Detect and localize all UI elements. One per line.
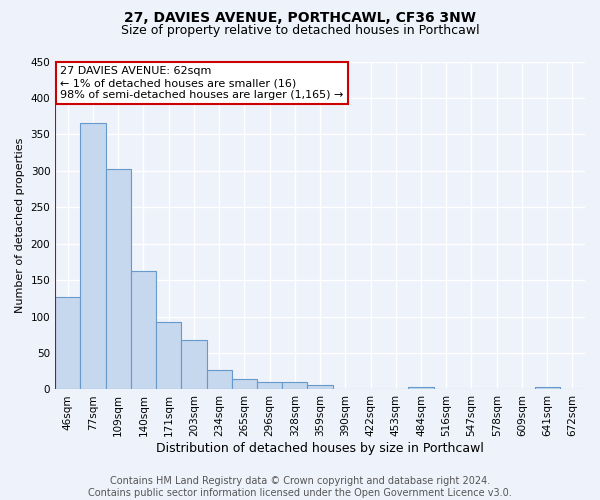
Text: 27, DAVIES AVENUE, PORTHCAWL, CF36 3NW: 27, DAVIES AVENUE, PORTHCAWL, CF36 3NW bbox=[124, 11, 476, 25]
Bar bbox=[307, 385, 332, 390]
Bar bbox=[55, 297, 80, 390]
Bar bbox=[181, 340, 206, 390]
Bar bbox=[131, 270, 156, 390]
Bar bbox=[206, 370, 232, 390]
Text: Contains HM Land Registry data © Crown copyright and database right 2024.
Contai: Contains HM Land Registry data © Crown c… bbox=[88, 476, 512, 498]
Text: 27 DAVIES AVENUE: 62sqm
← 1% of detached houses are smaller (16)
98% of semi-det: 27 DAVIES AVENUE: 62sqm ← 1% of detached… bbox=[61, 66, 344, 100]
Text: Size of property relative to detached houses in Porthcawl: Size of property relative to detached ho… bbox=[121, 24, 479, 37]
Bar bbox=[156, 322, 181, 390]
Bar bbox=[282, 382, 307, 390]
Bar bbox=[80, 124, 106, 390]
Y-axis label: Number of detached properties: Number of detached properties bbox=[15, 138, 25, 313]
X-axis label: Distribution of detached houses by size in Porthcawl: Distribution of detached houses by size … bbox=[156, 442, 484, 455]
Bar bbox=[106, 168, 131, 390]
Bar bbox=[409, 386, 434, 390]
Bar bbox=[535, 388, 560, 390]
Bar bbox=[257, 382, 282, 390]
Bar bbox=[232, 378, 257, 390]
